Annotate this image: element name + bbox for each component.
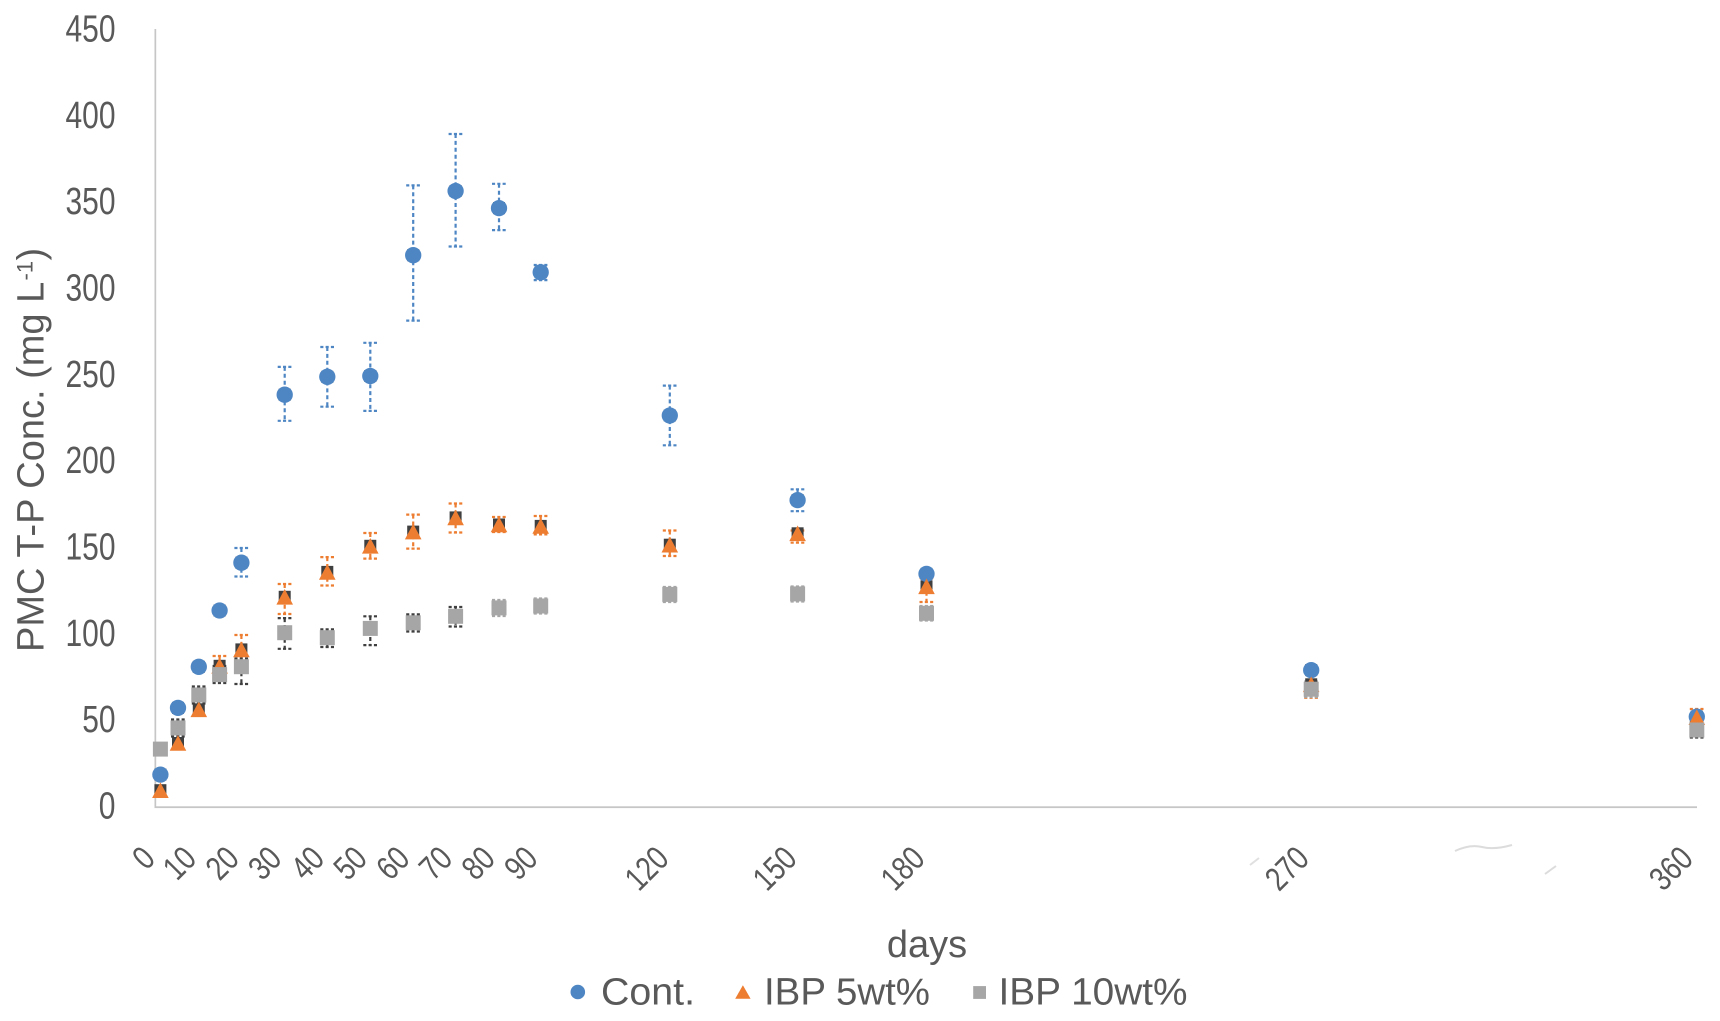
svg-text:150: 150 <box>66 526 116 569</box>
svg-text:250: 250 <box>66 353 116 396</box>
svg-text:50: 50 <box>82 698 115 741</box>
svg-text:days: days <box>887 924 967 966</box>
svg-text:400: 400 <box>66 94 116 137</box>
svg-text:200: 200 <box>66 439 116 482</box>
svg-text:100: 100 <box>66 612 116 655</box>
svg-text:): ) <box>11 248 53 261</box>
svg-text:0: 0 <box>99 785 116 828</box>
svg-text:-1: -1 <box>13 261 38 281</box>
svg-text:PMC T-P Conc. (mg L: PMC T-P Conc. (mg L <box>11 282 53 652</box>
svg-text:450: 450 <box>66 8 116 51</box>
svg-text:Cont.: Cont. <box>601 971 695 1013</box>
svg-text:300: 300 <box>66 267 116 310</box>
svg-text:IBP 5wt%: IBP 5wt% <box>764 971 930 1013</box>
svg-text:350: 350 <box>66 180 116 223</box>
svg-text:IBP 10wt%: IBP 10wt% <box>999 971 1188 1013</box>
